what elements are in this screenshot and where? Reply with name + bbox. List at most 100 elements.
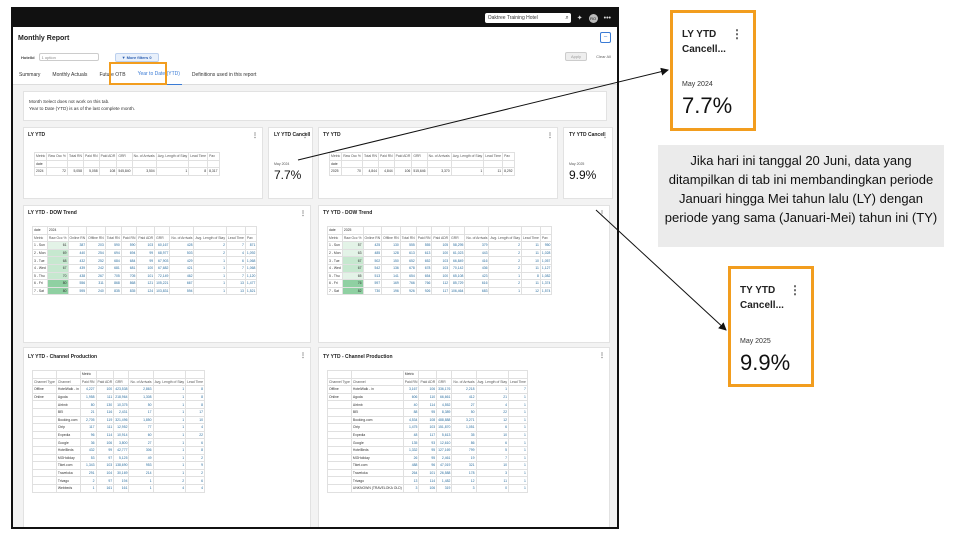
cell: 6 bbox=[475, 423, 510, 432]
empty-cell bbox=[226, 226, 246, 235]
cell: Traveloka bbox=[55, 468, 81, 478]
cell: 96 bbox=[79, 430, 97, 440]
cell: 1 bbox=[193, 263, 228, 273]
table-row: 5 - Thu 65 513 141 654 654 100 65,108 423 1 8 1,082 bbox=[327, 271, 553, 281]
tab-future-otb[interactable]: Future OTB bbox=[99, 71, 126, 78]
cell: 387 bbox=[67, 241, 88, 250]
apply-button[interactable]: Apply bbox=[564, 52, 587, 61]
cell: HotelWalk - in bbox=[55, 385, 81, 394]
cell: Trivago bbox=[55, 476, 81, 485]
cell: 136 bbox=[381, 263, 401, 273]
property-search[interactable]: Oaktree Training Hotel ⌕ bbox=[484, 13, 571, 23]
cell: 9 bbox=[185, 461, 205, 470]
cell: 1,127 bbox=[539, 263, 553, 273]
cell: 2 bbox=[193, 241, 228, 250]
table-row: 1 - Sun 61 387 203 590 590 103 60,167 428 2 7 871 bbox=[32, 241, 258, 250]
empty-cell bbox=[128, 370, 154, 379]
cell bbox=[32, 445, 57, 455]
cell: 2,705 bbox=[79, 415, 97, 425]
cell bbox=[327, 453, 352, 463]
cell: 99 bbox=[136, 248, 156, 258]
callout-period: May 2025 bbox=[740, 338, 771, 345]
table-header: Raw Occ % bbox=[46, 233, 69, 243]
cell bbox=[327, 415, 352, 425]
cell: 3,167 bbox=[402, 385, 420, 394]
cell bbox=[327, 438, 352, 447]
cell: 306 bbox=[128, 445, 154, 455]
cell: 8,317 bbox=[207, 167, 220, 176]
avatar[interactable]: RO bbox=[588, 13, 598, 23]
cell bbox=[327, 407, 352, 417]
collapse-icon[interactable]: – bbox=[600, 32, 611, 43]
cell: 5,125 bbox=[113, 453, 130, 463]
kebab-menu-icon[interactable]: ⋮ bbox=[599, 211, 605, 217]
callout-value: 9.9% bbox=[740, 350, 791, 375]
bulb-icon[interactable]: ✦ bbox=[576, 15, 583, 22]
more-filters-button[interactable]: ▼ More filters 0 bbox=[114, 52, 159, 62]
table-row: Traveloka 264 101 26,588 178 3 1 bbox=[327, 468, 528, 478]
cell: 766 bbox=[399, 279, 417, 288]
table-header: Paid ADR bbox=[393, 152, 413, 161]
table-header: Paid RN bbox=[402, 377, 420, 387]
table-row: 2 - Mon 69 440 254 694 694 99 68,977 503 2 4 1,092 bbox=[32, 248, 258, 258]
table-row: Booking.com 2,705 119 321,496 1,850 1 10 bbox=[32, 415, 205, 425]
more-filters-label: More filters bbox=[126, 54, 149, 60]
cell: 597 bbox=[362, 279, 383, 288]
table-header: No. of Arrivals bbox=[131, 152, 157, 161]
cell: 412 bbox=[451, 392, 477, 402]
kebab-menu-icon[interactable]: ⋮ bbox=[731, 27, 743, 41]
cell: 1 bbox=[508, 483, 528, 493]
table-header: Avg. Length of Stay bbox=[475, 377, 510, 387]
cell: 6 bbox=[185, 438, 205, 447]
more-icon[interactable]: ••• bbox=[603, 14, 611, 22]
table-row: 3 - Tue 67 502 150 652 652 103 66,849 416 2 10 1,05… bbox=[327, 256, 553, 265]
cell: 428 bbox=[169, 241, 195, 250]
cell: 194 bbox=[113, 476, 130, 485]
table-header: Channel bbox=[55, 377, 81, 387]
cell: 95 bbox=[418, 445, 438, 455]
cell: 1 bbox=[508, 461, 528, 470]
clear-all-button[interactable]: Clear All bbox=[596, 54, 611, 59]
table-header: date bbox=[328, 159, 343, 169]
table-row: Trivago 2 97 194 1 2 6 bbox=[32, 476, 205, 485]
cell: 27 bbox=[128, 438, 154, 447]
note-line-1: Month Select does not work on this tab. bbox=[29, 99, 110, 104]
cell: 96 bbox=[418, 461, 438, 470]
cell: 590 bbox=[104, 241, 122, 250]
cell: 4,227 bbox=[79, 385, 97, 394]
cell: 868 bbox=[104, 279, 122, 288]
table-header: Paid ADR bbox=[98, 152, 118, 161]
cell: 616 bbox=[464, 279, 490, 288]
cell: 106 bbox=[95, 438, 115, 447]
kebab-menu-icon[interactable]: ⋮ bbox=[252, 133, 258, 139]
callout-period: May 2024 bbox=[682, 81, 713, 88]
empty-cell bbox=[244, 226, 258, 235]
tab-summary[interactable]: Summary bbox=[19, 71, 41, 78]
kebab-menu-icon[interactable]: ⋮ bbox=[300, 353, 306, 359]
tab-definitions[interactable]: Definitions used in this report bbox=[191, 71, 257, 78]
cell: 77 bbox=[128, 423, 154, 432]
kebab-menu-icon[interactable]: ⋮ bbox=[302, 133, 308, 139]
table-row: Ctrip 117 111 12,952 77 1 4 bbox=[32, 423, 205, 432]
cell: 47,019 bbox=[436, 461, 453, 470]
cell: 111 bbox=[95, 392, 115, 402]
cell: Google bbox=[350, 438, 404, 447]
cell: 513 bbox=[362, 271, 383, 281]
cell: 321 bbox=[451, 461, 477, 470]
kebab-menu-icon[interactable]: ⋮ bbox=[599, 353, 605, 359]
cell bbox=[327, 468, 352, 478]
tab-monthly-actuals[interactable]: Monthly Actuals bbox=[52, 71, 88, 78]
kebab-menu-icon[interactable]: ⋮ bbox=[602, 133, 608, 139]
kebab-menu-icon[interactable]: ⋮ bbox=[300, 211, 306, 217]
cell: 80 bbox=[46, 286, 69, 296]
cell: 654 bbox=[415, 271, 433, 281]
cell: 141 bbox=[381, 271, 401, 281]
cell: 3,271 bbox=[451, 415, 477, 425]
cell: 1 bbox=[152, 400, 187, 409]
cell: 103 bbox=[418, 423, 438, 432]
hotel-filter-select[interactable]: 1 option bbox=[38, 53, 99, 61]
kebab-menu-icon[interactable]: ⋮ bbox=[789, 283, 801, 297]
cell: 6 - Fri bbox=[32, 279, 48, 288]
cell: 130 bbox=[381, 241, 401, 250]
kebab-menu-icon[interactable]: ⋮ bbox=[547, 133, 553, 139]
